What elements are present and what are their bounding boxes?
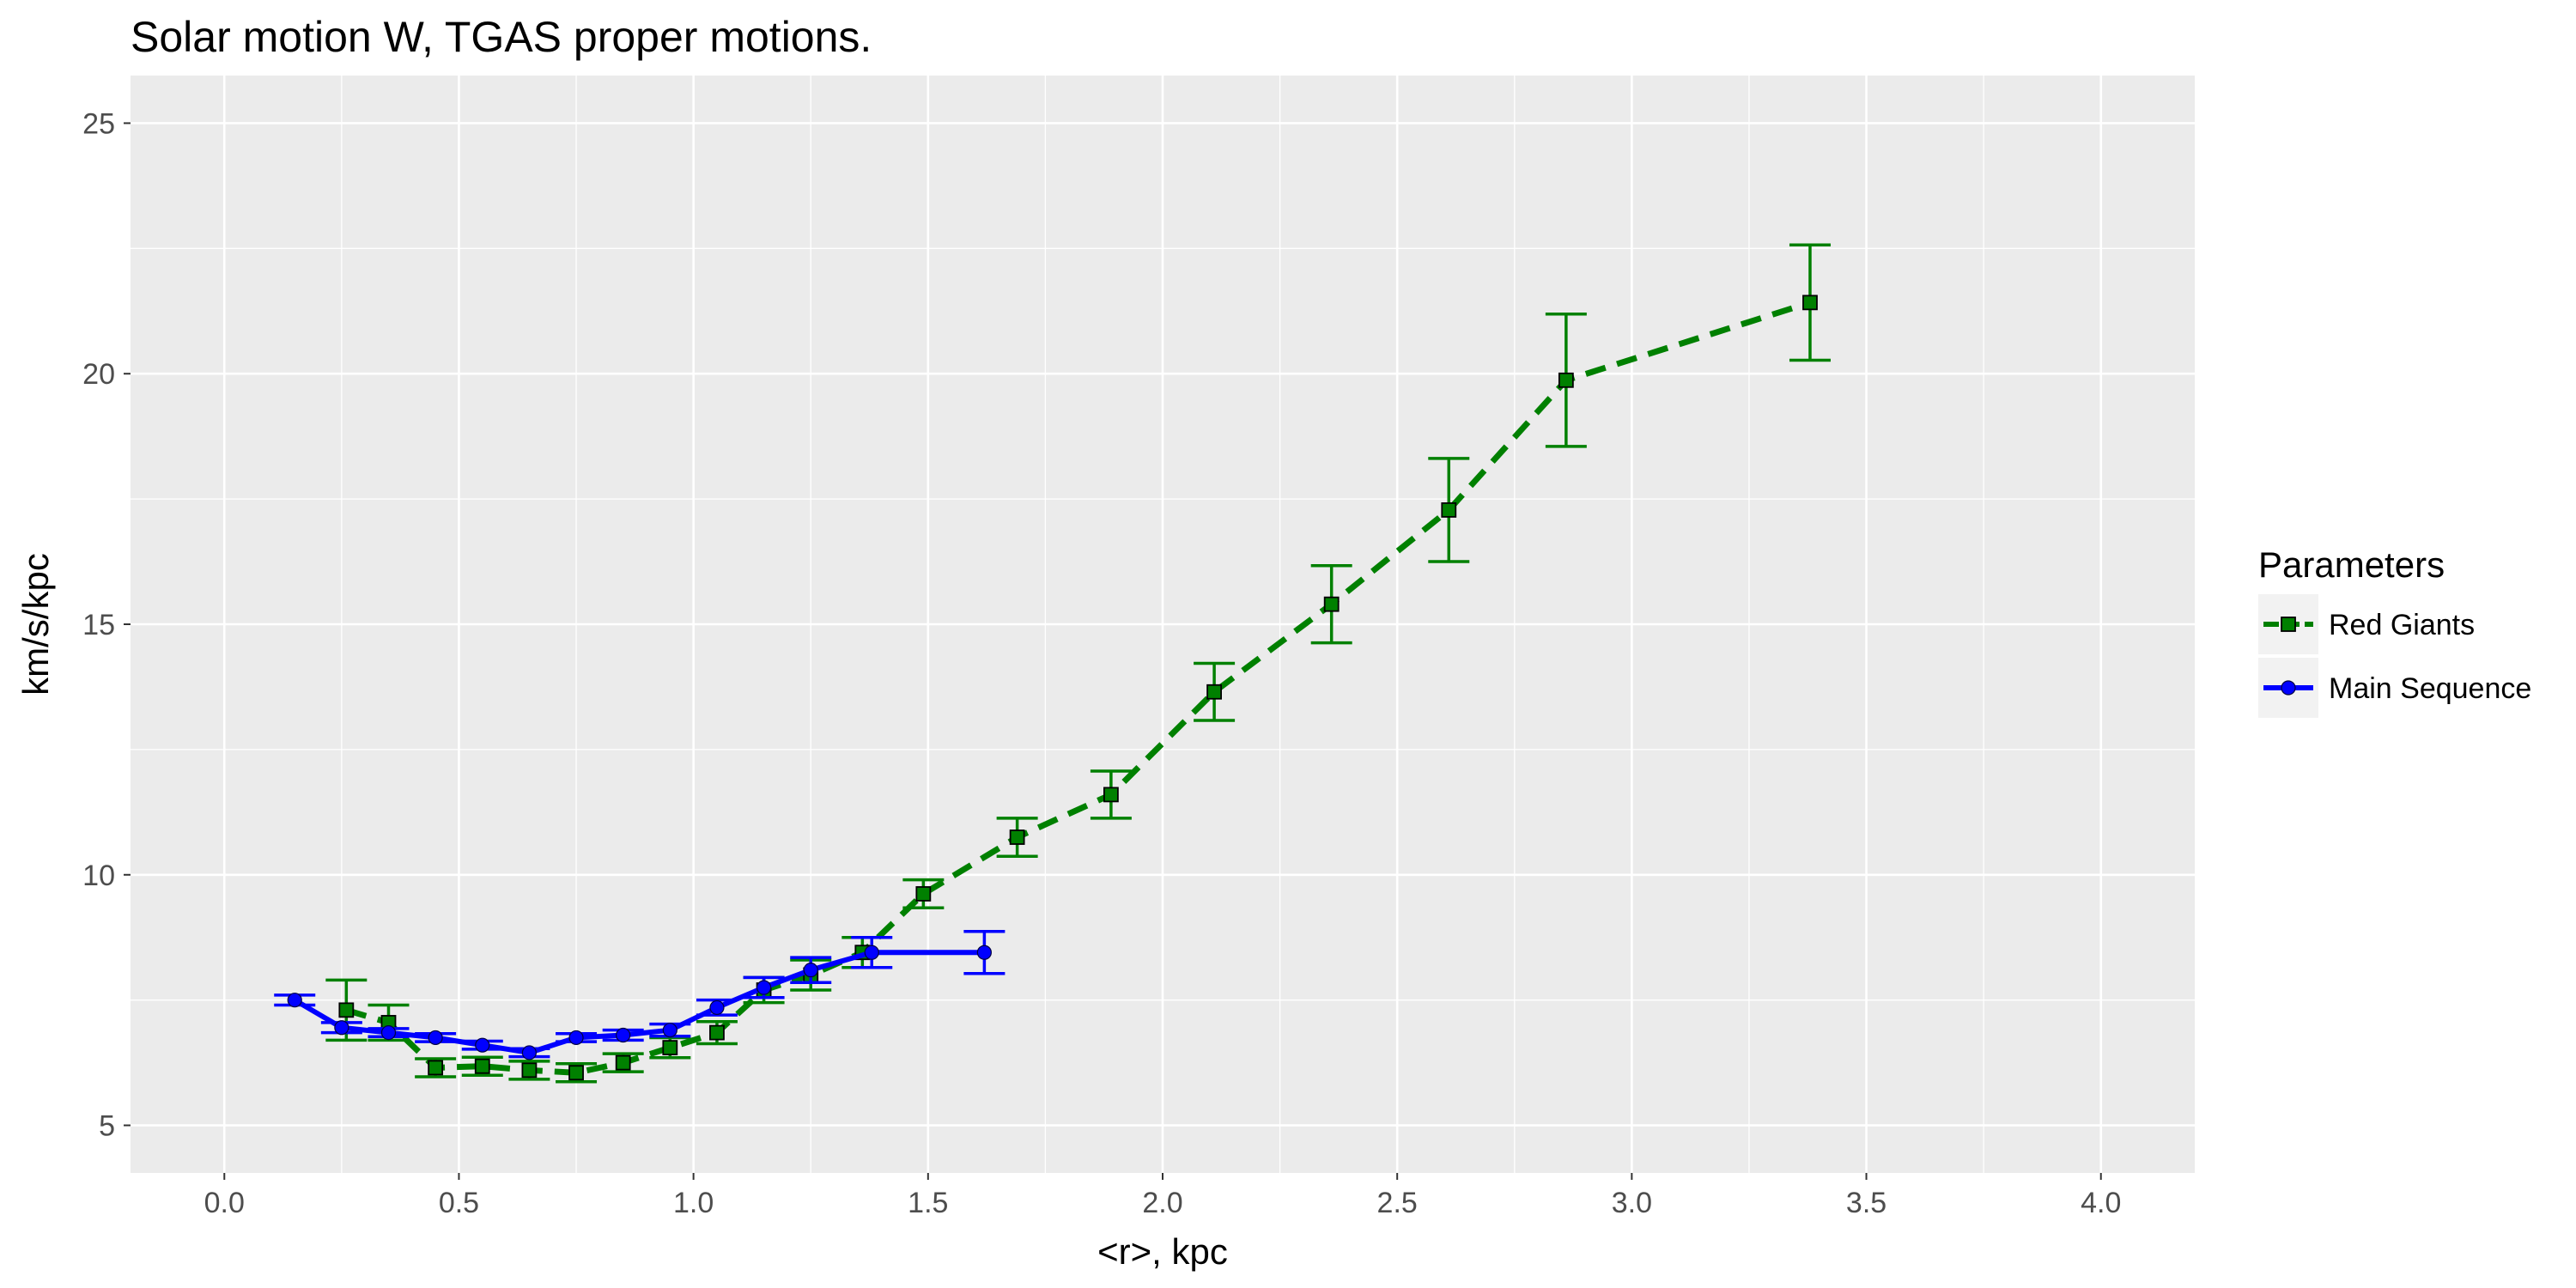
data-point — [662, 1023, 677, 1038]
x-tick-label: 0.0 — [204, 1187, 245, 1219]
chart-title: Solar motion W, TGAS proper motions. — [131, 13, 872, 61]
data-point — [338, 1002, 355, 1018]
legend-label: Red Giants — [2329, 609, 2475, 641]
legend-item: Main Sequence — [2258, 658, 2531, 718]
data-point — [1103, 787, 1119, 803]
grid-layer — [131, 76, 2195, 1173]
legend-label: Main Sequence — [2329, 672, 2531, 705]
y-tick-label: 5 — [99, 1110, 115, 1143]
x-tick-label: 0.5 — [439, 1187, 479, 1219]
series-layer — [274, 243, 1831, 1084]
data-point — [568, 1030, 584, 1046]
x-tick-label: 3.5 — [1846, 1187, 1886, 1219]
x-tick-label: 1.5 — [908, 1187, 948, 1219]
data-point — [1206, 683, 1222, 700]
data-point — [475, 1037, 490, 1053]
series-line — [345, 300, 1812, 1076]
data-point — [380, 1025, 397, 1041]
data-point — [1323, 596, 1340, 612]
data-point — [756, 980, 772, 995]
data-point — [474, 1058, 490, 1074]
data-point — [428, 1030, 443, 1046]
y-tick-label: 15 — [82, 609, 115, 641]
y-tick-label: 20 — [82, 358, 115, 391]
data-point — [709, 1024, 725, 1041]
data-point — [334, 1020, 349, 1036]
data-point — [521, 1045, 538, 1060]
data-point — [915, 886, 932, 902]
x-tick-label: 4.0 — [2081, 1187, 2121, 1219]
series-1 — [274, 929, 1005, 1060]
x-tick-label: 2.0 — [1142, 1187, 1182, 1219]
data-point — [976, 945, 992, 960]
series-line — [293, 950, 985, 1055]
data-point — [864, 945, 879, 960]
legend-marker — [2281, 617, 2296, 632]
x-axis-title: <r>, kpc — [1097, 1231, 1228, 1272]
y-tick-label: 25 — [82, 107, 115, 140]
data-point — [521, 1062, 538, 1078]
data-point — [803, 963, 818, 978]
x-tick-label: 2.5 — [1377, 1187, 1418, 1219]
x-tick-label: 1.0 — [673, 1187, 714, 1219]
x-tick-label: 3.0 — [1612, 1187, 1652, 1219]
axis-layer: 0.0 0.5 1.0 1.5 2.0 2.5 3.0 3.5 4.0 5 10 15 20 25 — [82, 107, 2121, 1219]
data-point — [616, 1027, 631, 1043]
data-point — [1802, 295, 1818, 311]
data-point — [1441, 502, 1457, 518]
legend: Parameters Red Giants Main Sequence — [2258, 544, 2531, 718]
y-axis-title: km/s/kpc — [15, 553, 56, 696]
data-point — [662, 1040, 678, 1056]
data-point — [615, 1054, 631, 1071]
legend-title: Parameters — [2258, 544, 2445, 585]
data-point — [568, 1065, 584, 1081]
data-point — [287, 993, 302, 1008]
legend-marker — [2281, 680, 2296, 696]
data-point — [1009, 829, 1025, 845]
y-tick-label: 10 — [82, 860, 115, 892]
data-point — [709, 999, 725, 1016]
data-point — [428, 1060, 444, 1076]
data-point — [1558, 372, 1574, 388]
legend-item: Red Giants — [2258, 594, 2475, 654]
